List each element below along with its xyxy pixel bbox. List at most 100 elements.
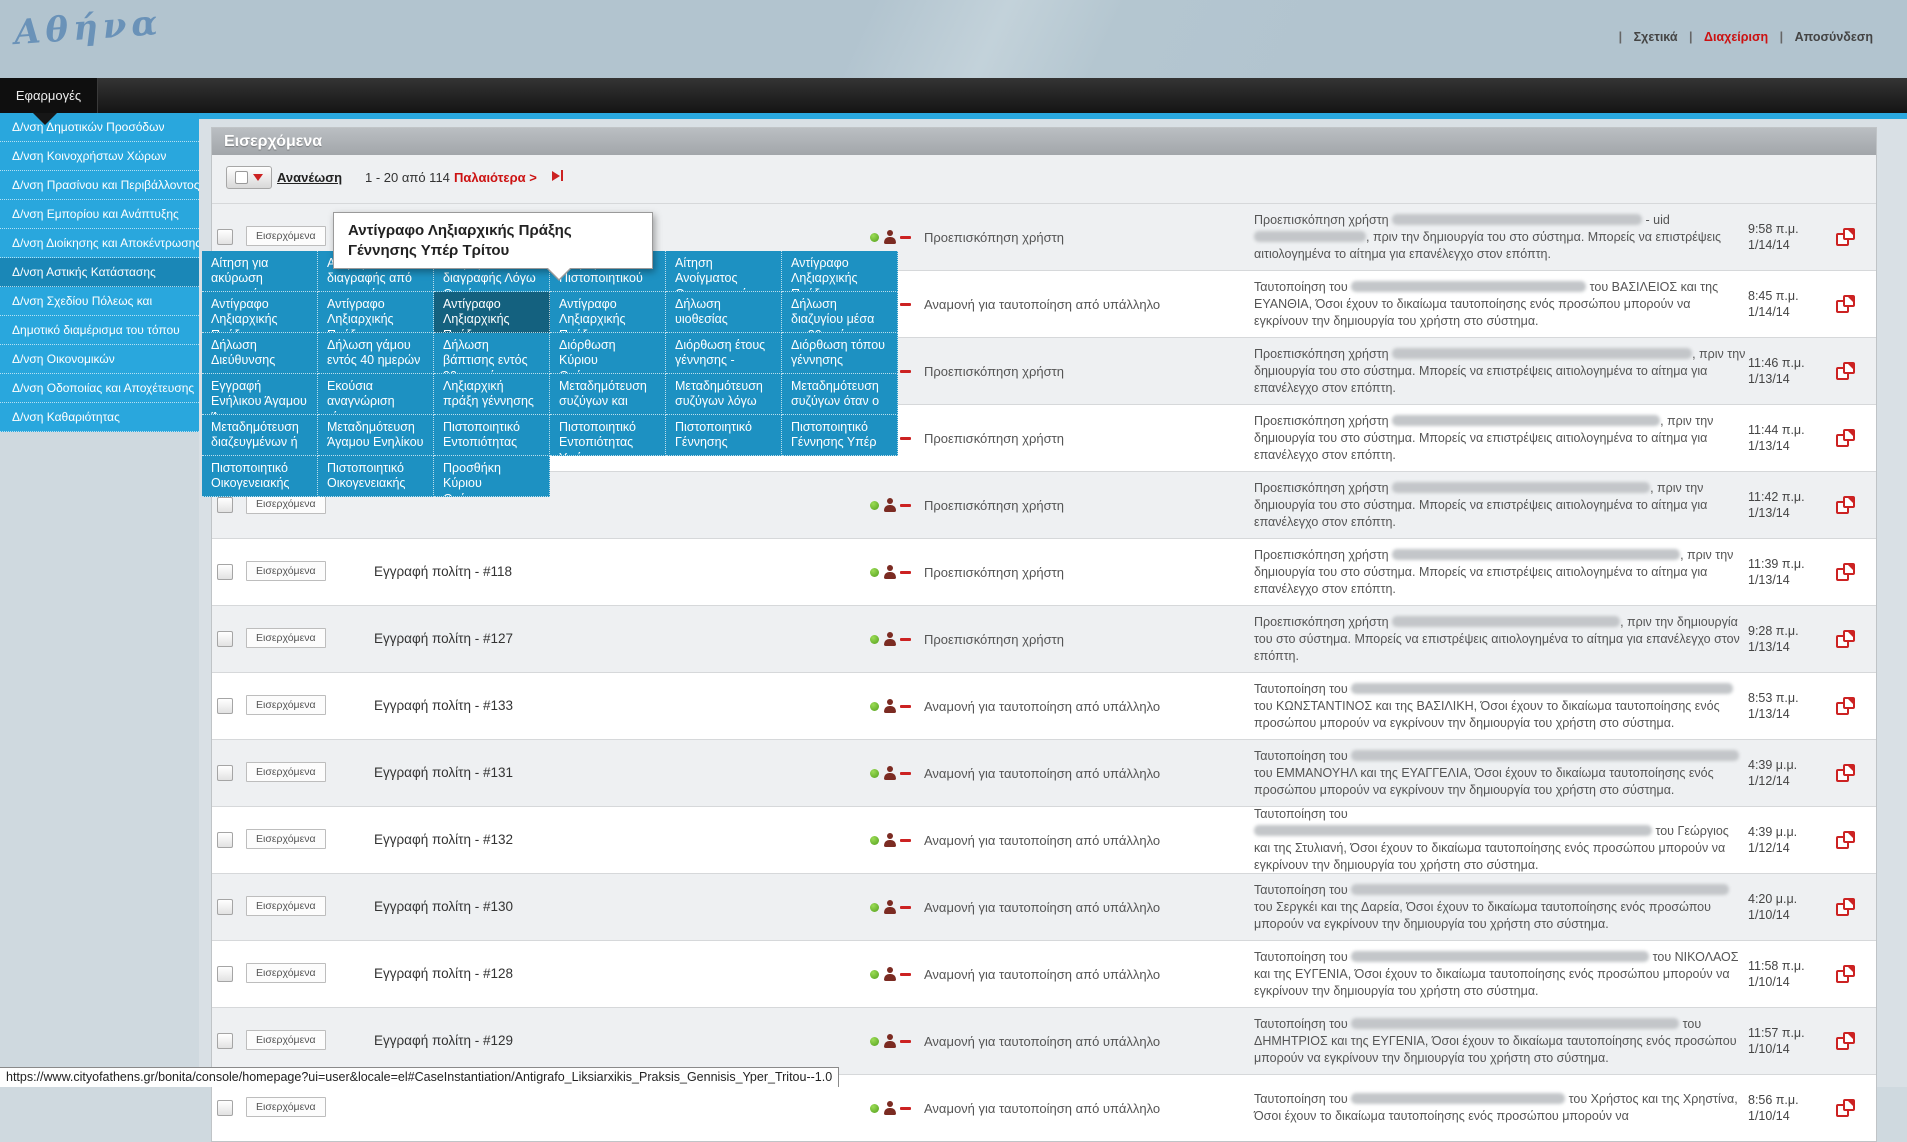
sidebar-item[interactable]: Δ/νση Εμπορίου και Ανάπτυξης <box>0 200 199 229</box>
menu-item[interactable]: Αντίγραφο Ληξιαρχικής Πράξης <box>782 251 898 292</box>
sidebar-item[interactable]: Δ/νση Καθαριότητας <box>0 403 199 432</box>
administration-link[interactable]: Διαχείριση <box>1704 30 1768 44</box>
user-icon <box>883 230 896 244</box>
task-row[interactable]: ΕισερχόμεναΕγγραφή πολίτη - #131Αναμονή … <box>212 739 1876 806</box>
open-case-icon[interactable] <box>1836 965 1855 983</box>
sidebar-item[interactable]: Δ/νση Οδοποιίας και Αποχέτευσης <box>0 374 199 403</box>
sidebar-item[interactable]: Δ/νση Αστικής Κατάστασης <box>0 258 199 287</box>
row-checkbox[interactable] <box>217 832 233 848</box>
open-case-icon[interactable] <box>1836 898 1855 916</box>
task-name[interactable]: Εγγραφή πολίτη - #130 <box>374 899 513 914</box>
row-checkbox[interactable] <box>217 1100 233 1116</box>
sidebar-item[interactable]: Δ/νση Κοινοχρήστων Χώρων <box>0 142 199 171</box>
task-row[interactable]: ΕισερχόμεναΕγγραφή πολίτη - #128Αναμονή … <box>212 940 1876 1007</box>
task-row[interactable]: ΕισερχόμεναΕγγραφή πολίτη - #127Προεπισκ… <box>212 605 1876 672</box>
menu-item[interactable]: Αντίγραφο Ληξιαρχικής Πράξης <box>318 292 434 333</box>
menu-item[interactable]: Αντίγραφο Ληξιαρχικής Πράξης <box>202 292 318 333</box>
sidebar-item[interactable]: Δ/νση Οικονομικών <box>0 345 199 374</box>
task-status: Αναμονή για ταυτοποίηση από υπάλληλο <box>924 673 1160 739</box>
menu-item[interactable]: Δήλωση υιοθεσίας <box>666 292 782 333</box>
menu-item[interactable]: Εκούσια αναγνώριση τέκνου <box>318 374 434 415</box>
task-row[interactable]: ΕισερχόμεναΕγγραφή πολίτη - #130Αναμονή … <box>212 873 1876 940</box>
menu-item[interactable]: Μεταδημότευση συζύγων όταν ο <box>782 374 898 415</box>
select-all-checkbox[interactable] <box>235 171 248 184</box>
menu-item[interactable]: Ληξιαρχική πράξη γέννησης <box>434 374 550 415</box>
tab-applications[interactable]: Εφαρμογές <box>0 78 98 113</box>
row-checkbox[interactable] <box>217 698 233 714</box>
sidebar-item[interactable]: Δ/νση Πρασίνου και Περιβάλλοντος <box>0 171 199 200</box>
menu-item[interactable]: Μεταδημότευση διαζευγμένων ή εν <box>202 415 318 456</box>
copy-front-icon <box>1843 898 1855 910</box>
refresh-link[interactable]: Ανανέωση <box>277 170 342 185</box>
older-pages-link[interactable]: Παλαιότερα > <box>454 170 537 185</box>
menu-item[interactable]: Πιστοποιητικό Γέννησης Υπέρ <box>782 415 898 456</box>
menu-item[interactable]: Δήλωση διαζυγίου μέσα σε 30 ημέρες <box>782 292 898 333</box>
task-description: Ταυτοποίηση του του Χρήστος και της Χρησ… <box>1254 1075 1746 1141</box>
task-status: Αναμονή για ταυτοποίηση από υπάλληλο <box>924 271 1160 337</box>
menu-item[interactable]: Πιστοποιητικό Γέννησης <box>666 415 782 456</box>
task-name[interactable]: Εγγραφή πολίτη - #131 <box>374 765 513 780</box>
sidebar-item[interactable]: Δ/νση Δημοτικών Προσόδων <box>0 113 199 142</box>
task-name[interactable]: Εγγραφή πολίτη - #129 <box>374 1033 513 1048</box>
menu-item[interactable]: Πιστοποιητικό Εντοπιότητας Υπέρ <box>550 415 666 456</box>
menu-item[interactable]: Αντίγραφο Ληξιαρχικής Πράξης <box>434 292 550 333</box>
menu-item[interactable]: Μεταδημότευση συζύγων και <box>550 374 666 415</box>
menu-item[interactable]: Διόρθωση τόπου γέννησης <box>782 333 898 374</box>
open-case-icon[interactable] <box>1836 362 1855 380</box>
task-status: Προεπισκόπηση χρήστη <box>924 204 1064 270</box>
menu-item[interactable]: Προσθήκη Κύριου Ονόματος <box>434 456 550 497</box>
open-case-icon[interactable] <box>1836 1032 1855 1050</box>
menu-item[interactable]: Δήλωση γάμου εντός 40 ημερών <box>318 333 434 374</box>
open-case-icon[interactable] <box>1836 563 1855 581</box>
row-checkbox[interactable] <box>217 564 233 580</box>
task-name[interactable]: Εγγραφή πολίτη - #127 <box>374 631 513 646</box>
task-row[interactable]: ΕισερχόμεναΕγγραφή πολίτη - #129Αναμονή … <box>212 1007 1876 1074</box>
menu-item[interactable]: Μεταδημότευση συζύγων λόγω <box>666 374 782 415</box>
row-checkbox[interactable] <box>217 899 233 915</box>
task-name[interactable]: Εγγραφή πολίτη - #132 <box>374 832 513 847</box>
menu-item[interactable]: Δήλωση Διεύθυνσης <box>202 333 318 374</box>
menu-item[interactable]: Εγγραφή Ενήλικου Άγαμου Άντρα σε <box>202 374 318 415</box>
copy-front-icon <box>1843 965 1855 977</box>
open-case-icon[interactable] <box>1836 1099 1855 1117</box>
open-case-icon[interactable] <box>1836 496 1855 514</box>
row-checkbox[interactable] <box>217 966 233 982</box>
open-case-icon[interactable] <box>1836 831 1855 849</box>
logout-link[interactable]: Αποσύνδεση <box>1795 30 1873 44</box>
sidebar-item[interactable]: Δ/νση Σχεδίου Πόλεως και <box>0 287 199 316</box>
menu-item[interactable]: Μεταδημότευση Άγαμου Ενηλίκου <box>318 415 434 456</box>
menu-item[interactable]: Πιστοποιητικό Οικογενειακής <box>318 456 434 497</box>
row-checkbox[interactable] <box>217 229 233 245</box>
open-case-icon[interactable] <box>1836 697 1855 715</box>
task-name[interactable]: Εγγραφή πολίτη - #118 <box>374 564 512 579</box>
menu-item[interactable]: Αντίγραφο Ληξιαρχικής Πράξης <box>550 292 666 333</box>
task-name[interactable]: Εγγραφή πολίτη - #133 <box>374 698 513 713</box>
row-checkbox[interactable] <box>217 497 233 513</box>
status-icons <box>870 807 911 873</box>
task-row[interactable]: ΕισερχόμεναΕγγραφή πολίτη - #133Αναμονή … <box>212 672 1876 739</box>
menu-item[interactable]: Δήλωση βάπτισης εντός 90 ημερών <box>434 333 550 374</box>
open-case-icon[interactable] <box>1836 295 1855 313</box>
skip-to-last-icon[interactable] <box>552 170 563 181</box>
open-case-icon[interactable] <box>1836 764 1855 782</box>
sidebar-item[interactable]: Δημοτικό διαμέρισμα του τόπου <box>0 316 199 345</box>
task-row[interactable]: ΕισερχόμεναΕγγραφή πολίτη - #132Αναμονή … <box>212 806 1876 873</box>
menu-item[interactable]: Πιστοποιητικό Οικογενειακής <box>202 456 318 497</box>
task-name[interactable]: Εγγραφή πολίτη - #128 <box>374 966 513 981</box>
open-case-icon[interactable] <box>1836 429 1855 447</box>
select-all-button[interactable] <box>226 166 272 189</box>
task-row[interactable]: ΕισερχόμεναΕγγραφή πολίτη - #118Προεπισκ… <box>212 538 1876 605</box>
task-status: Προεπισκόπηση χρήστη <box>924 338 1064 404</box>
open-case-icon[interactable] <box>1836 630 1855 648</box>
row-checkbox[interactable] <box>217 765 233 781</box>
menu-item[interactable]: Διόρθωση έτους γέννησης - <box>666 333 782 374</box>
menu-item[interactable]: Διόρθωση Κύριου Ονόματος <box>550 333 666 374</box>
menu-item[interactable]: Αίτηση Ανοίγματος Οικογενειακής <box>666 251 782 292</box>
about-link[interactable]: Σχετικά <box>1634 30 1678 44</box>
row-checkbox[interactable] <box>217 1033 233 1049</box>
sidebar-item[interactable]: Δ/νση Διοίκησης και Αποκέντρωσης <box>0 229 199 258</box>
menu-item[interactable]: Αίτηση για ακύρωση εγγραφής <box>202 251 318 292</box>
menu-item[interactable]: Πιστοποιητικό Εντοπιότητας <box>434 415 550 456</box>
row-checkbox[interactable] <box>217 631 233 647</box>
open-case-icon[interactable] <box>1836 228 1855 246</box>
